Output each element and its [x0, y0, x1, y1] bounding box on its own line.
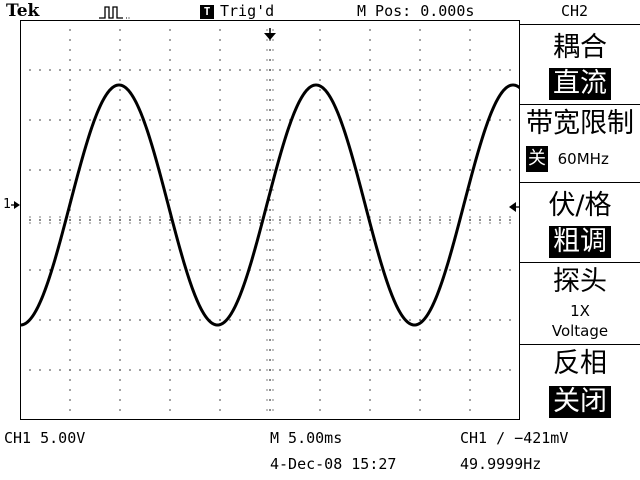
trigger-icon: T [200, 5, 214, 19]
date-time-readout: 4-Dec-08 15:27 [270, 455, 397, 473]
bw-limit-frequency: 60MHz [557, 150, 609, 168]
ch1-ground-marker-icon[interactable] [11, 200, 21, 210]
frequency-readout: 49.9999Hz [460, 455, 542, 473]
menu-divider [520, 104, 640, 105]
bw-limit-state: 关 [526, 146, 548, 172]
invert-title[interactable]: 反相 [553, 348, 607, 379]
trigger-status-text: Trig'd [220, 2, 275, 20]
ch1-waveform-trace [20, 83, 520, 327]
ch1-ground-label: 1 [3, 197, 11, 212]
menu-divider [520, 24, 640, 25]
timebase-readout: M 5.00ms [270, 429, 343, 447]
volts-div-value-text: 粗调 [549, 226, 611, 258]
ch1-scale-readout: CH1 5.00V [4, 429, 86, 447]
invert-value-text: 关闭 [549, 386, 611, 418]
graticule-grid [29, 29, 511, 411]
coupling-value[interactable]: 直流 [520, 68, 640, 100]
probe-factor: 1X [570, 302, 590, 320]
trigger-info-readout: CH1 ∕ −421mV [460, 429, 569, 447]
horizontal-position-readout: M Pos: 0.000s [357, 2, 475, 20]
menu-divider [520, 344, 640, 345]
brand-logo: Tek [6, 1, 40, 21]
probe-type: Voltage [551, 322, 609, 340]
trigger-status: T Trig'd [200, 2, 274, 20]
menu-divider [520, 182, 640, 183]
bw-limit-value[interactable]: 关 60MHz [520, 146, 640, 172]
bw-limit-title[interactable]: 带宽限制 [526, 108, 634, 139]
trigger-position-marker-icon[interactable] [263, 28, 277, 42]
coupling-title[interactable]: 耦合 [553, 32, 607, 63]
waveform-display [20, 20, 520, 420]
coupling-value-text: 直流 [549, 68, 611, 100]
probe-title[interactable]: 探头 [553, 266, 607, 297]
graticule-border [20, 20, 520, 420]
acquisition-run-icon [99, 6, 131, 19]
channel-menu: 耦合 直流 带宽限制 关 60MHz 伏/格 粗调 探头 1X Voltage … [520, 0, 640, 430]
trigger-level-marker-icon[interactable] [508, 201, 520, 213]
menu-divider [520, 262, 640, 263]
volts-div-title[interactable]: 伏/格 [548, 190, 612, 221]
invert-value[interactable]: 关闭 [520, 386, 640, 418]
menu-channel-title[interactable]: CH2 [561, 2, 589, 20]
volts-div-value[interactable]: 粗调 [520, 226, 640, 258]
